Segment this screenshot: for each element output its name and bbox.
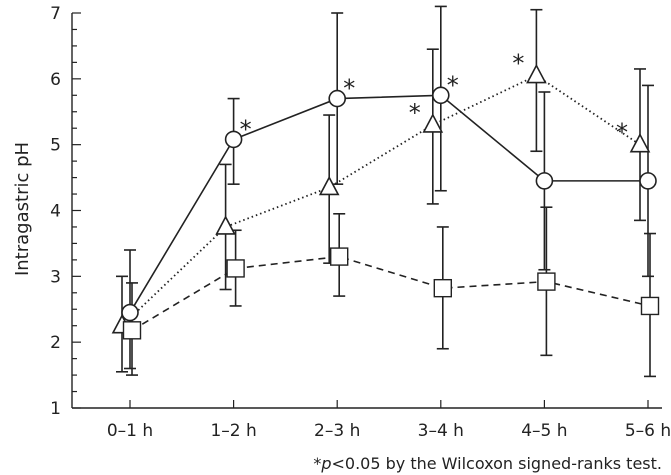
- square-marker: [537, 272, 556, 291]
- y-tick-label: 2: [50, 333, 61, 353]
- square-marker: [640, 296, 660, 316]
- series-line-circle: [129, 94, 648, 313]
- series-line-square: [131, 255, 651, 332]
- series-markers: [111, 63, 660, 340]
- footnote: *p<0.05 by the Wilcoxon signed-ranks tes…: [313, 454, 662, 473]
- y-axis-title: Intragastric pH: [12, 142, 33, 276]
- footnote-text: <0.05 by the Wilcoxon signed-ranks test.: [332, 454, 663, 473]
- y-tick-label: 6: [50, 70, 61, 90]
- triangle-marker: [526, 63, 547, 84]
- triangle-marker: [215, 215, 236, 235]
- y-tick-label: 7: [50, 4, 61, 24]
- footnote-p: p: [320, 454, 331, 473]
- circle-marker: [224, 130, 243, 149]
- triangle-marker: [629, 132, 651, 153]
- y-tick-label: 1: [50, 399, 61, 419]
- square-marker: [433, 278, 452, 298]
- triangle-marker: [422, 113, 444, 133]
- significance-star: *: [409, 99, 421, 127]
- x-tick-label: 1–2 h: [210, 421, 256, 441]
- triangle-marker: [318, 175, 340, 196]
- x-tick-label: 4–5 h: [521, 421, 567, 441]
- circle-marker: [639, 172, 657, 190]
- significance-star: *: [616, 119, 628, 147]
- footnote-star: *: [313, 454, 321, 473]
- circle-marker: [535, 172, 554, 190]
- series-lines: [121, 74, 651, 332]
- square-marker: [330, 247, 349, 266]
- significance-star: *: [512, 50, 524, 78]
- series-line-triangle: [121, 74, 641, 327]
- y-tick-label: 3: [50, 267, 61, 287]
- x-tick-label: 0–1 h: [107, 421, 153, 441]
- axes: 1 2 3 4 5 6 7 0–1 h 1–2 h 2–3 h 3–4 h 4–5 h 5–6 h: [50, 4, 671, 441]
- significance-star: *: [240, 115, 252, 143]
- significance-stars: * * * * * *: [240, 50, 628, 147]
- circle-marker: [121, 303, 139, 322]
- significance-star: *: [447, 71, 459, 99]
- circle-marker: [328, 89, 347, 108]
- square-marker: [122, 321, 142, 340]
- x-tick-label: 5–6 h: [625, 421, 671, 441]
- error-bars: [116, 5, 656, 378]
- square-marker: [226, 259, 245, 278]
- y-tick-label: 4: [50, 202, 61, 222]
- circle-marker: [431, 86, 450, 105]
- x-tick-label: 2–3 h: [314, 421, 360, 441]
- significance-star: *: [343, 75, 355, 103]
- x-tick-label: 3–4 h: [418, 421, 464, 441]
- y-tick-label: 5: [50, 136, 61, 156]
